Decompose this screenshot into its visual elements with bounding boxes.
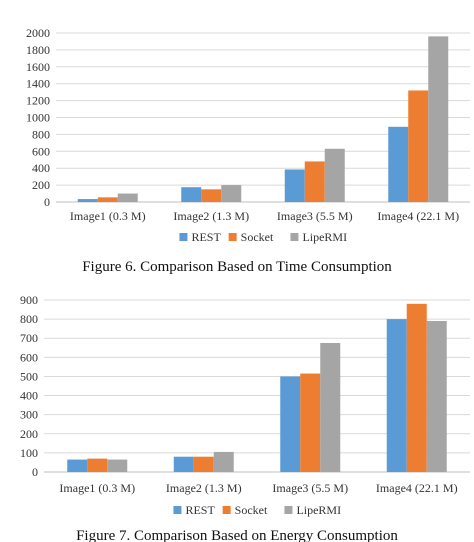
bar-socket-2: [201, 189, 221, 202]
time-consumption-chart: 0 200 400 600 800 1000 1200 1400 1600 1800 2000 Ima…: [26, 26, 470, 275]
legend-label-lipermi: LipeRMI: [296, 503, 341, 517]
legend-swatch-socket: [223, 506, 231, 514]
bar-socket-3: [300, 374, 320, 472]
bar-rest-4: [387, 319, 407, 472]
figure-caption: Figure 7. Comparison Based on Energy Con…: [76, 528, 398, 542]
y-tick-label: 1000: [26, 111, 50, 125]
y-tick-label: 400: [32, 161, 50, 175]
y-tick-label: 0: [44, 195, 50, 209]
bar-rest-3: [285, 169, 305, 202]
legend-swatch-lipermi: [290, 233, 298, 241]
x-category-label: Image2 (1.3 M): [166, 481, 242, 495]
x-category-label: Image4 (22.1 M): [377, 209, 459, 223]
bar-lipermi-2: [221, 185, 241, 202]
y-tick-label: 2000: [26, 26, 50, 40]
bar-lipermi-3: [320, 343, 340, 472]
bar-socket-4: [407, 304, 427, 472]
energy-consumption-chart: 0 100 200 300 400 500 600 700 800 900 Image1 (0.3 …: [20, 293, 470, 542]
y-tick-label: 200: [20, 427, 38, 441]
legend-label-socket: Socket: [241, 230, 274, 244]
y-tick-label: 600: [20, 350, 38, 364]
bar-socket-1: [87, 459, 107, 472]
legend-swatch-socket: [229, 233, 237, 241]
bar-socket-4: [408, 90, 428, 202]
x-category-label: Image3 (5.5 M): [277, 209, 353, 223]
x-category-label: Image2 (1.3 M): [173, 209, 249, 223]
y-tick-label: 700: [20, 331, 38, 345]
x-category-label: Image1 (0.3 M): [70, 209, 146, 223]
y-tick-label: 100: [20, 446, 38, 460]
bar-socket-2: [194, 457, 214, 472]
y-tick-label: 1200: [26, 94, 50, 108]
legend-label-socket: Socket: [235, 503, 268, 517]
bar-rest-3: [280, 376, 300, 472]
y-tick-label: 200: [32, 178, 50, 192]
bar-rest-2: [174, 457, 194, 472]
y-tick-label: 500: [20, 369, 38, 383]
legend-swatch-rest: [179, 233, 187, 241]
y-tick-label: 900: [20, 293, 38, 307]
y-tick-label: 800: [32, 127, 50, 141]
bar-lipermi-4: [428, 36, 448, 202]
x-category-label: Image1 (0.3 M): [59, 481, 135, 495]
y-tick-label: 1600: [26, 60, 50, 74]
legend-label-lipermi: LipeRMI: [302, 230, 347, 244]
bar-lipermi-1: [118, 194, 138, 202]
bar-socket-3: [305, 161, 325, 202]
bar-socket-1: [98, 197, 118, 202]
x-category-label: Image3 (5.5 M): [272, 481, 348, 495]
x-category-label: Image4 (22.1 M): [376, 481, 458, 495]
legend-swatch-rest: [173, 506, 181, 514]
figure-caption: Figure 6. Comparison Based on Time Consu…: [82, 259, 392, 275]
y-tick-label: 0: [32, 465, 38, 479]
y-tick-label: 1400: [26, 77, 50, 91]
bar-lipermi-1: [107, 460, 127, 472]
legend-swatch-lipermi: [284, 506, 292, 514]
bar-lipermi-2: [214, 452, 234, 472]
bar-rest-1: [67, 460, 87, 472]
bar-rest-4: [388, 127, 408, 202]
bar-lipermi-3: [325, 149, 345, 202]
y-tick-label: 400: [20, 389, 38, 403]
y-tick-label: 800: [20, 312, 38, 326]
bar-lipermi-4: [427, 321, 447, 472]
y-tick-label: 300: [20, 408, 38, 422]
bar-rest-1: [78, 199, 98, 202]
y-tick-label: 1800: [26, 43, 50, 57]
y-tick-label: 600: [32, 144, 50, 158]
legend-label-rest: REST: [185, 503, 215, 517]
legend-label-rest: REST: [191, 230, 221, 244]
bar-rest-2: [181, 187, 201, 202]
